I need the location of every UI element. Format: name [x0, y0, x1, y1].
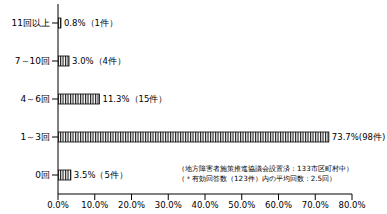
svg-text:1～3回: 1～3回: [21, 132, 50, 142]
svg-text:50.0%: 50.0%: [228, 200, 255, 210]
svg-text:3.5%（5件）: 3.5%（5件）: [74, 170, 128, 180]
svg-text:40.0%: 40.0%: [191, 200, 218, 210]
svg-text:60.0%: 60.0%: [265, 200, 292, 210]
html-text:（＊有効回答数（123件）内の平均回数：2.5回）: （＊有効回答数（123件）内の平均回数：2.5回）: [178, 174, 337, 183]
svg-text:20.0%: 20.0%: [118, 200, 145, 210]
svg-text:0回: 0回: [35, 170, 50, 180]
svg-text:0.0%: 0.0%: [47, 200, 69, 210]
svg-text:4～6回: 4～6回: [21, 94, 50, 104]
svg-text:0.8%（1件）: 0.8%（1件）: [64, 18, 118, 28]
svg-text:11回以上: 11回以上: [12, 18, 50, 28]
svg-text:73.7%(98件): 73.7%(98件): [332, 132, 379, 142]
svg-text:70.0%: 70.0%: [302, 200, 329, 210]
svg-text:7～10回: 7～10回: [15, 56, 50, 66]
svg-text:30.0%: 30.0%: [155, 200, 182, 210]
svg-text:3.0%（4件）: 3.0%（4件）: [72, 56, 126, 66]
svg-text:80.0%: 80.0%: [338, 200, 365, 210]
svg-text:10.0%: 10.0%: [81, 200, 108, 210]
html-text:（地方障害者施策推進協議会設置済：133市区町村中）: （地方障害者施策推進協議会設置済：133市区町村中）: [178, 164, 353, 173]
svg-text:11.3%（15件）: 11.3%（15件）: [103, 94, 168, 104]
